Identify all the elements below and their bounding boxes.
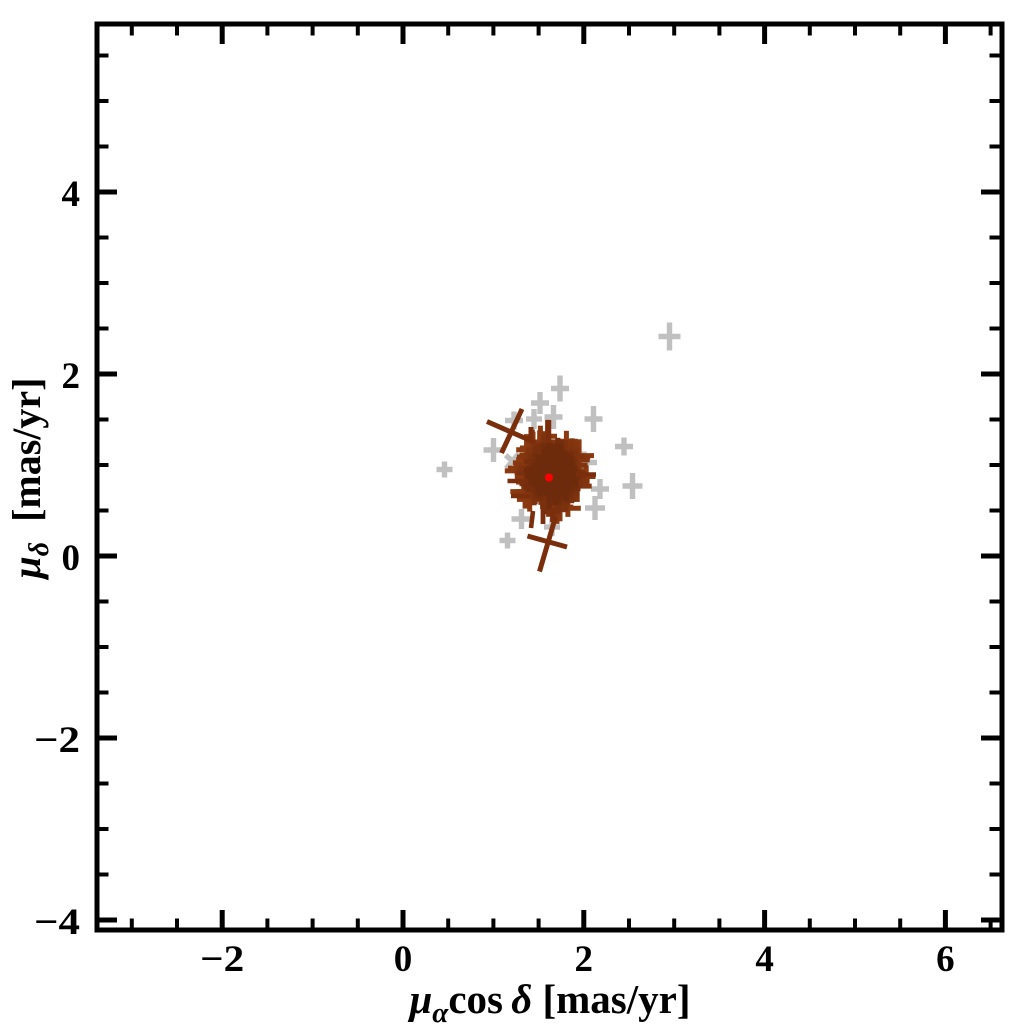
svg-text:μδ [mas/yr]: μδ [mas/yr] <box>4 378 55 581</box>
svg-text:0: 0 <box>394 939 413 980</box>
svg-text:4: 4 <box>755 939 774 980</box>
svg-text:2: 2 <box>575 939 594 980</box>
svg-text:−4: −4 <box>34 902 80 943</box>
svg-text:2: 2 <box>62 356 81 397</box>
svg-text:4: 4 <box>62 174 81 215</box>
svg-text:μαcos δ [mas/yr]: μαcos δ [mas/yr] <box>407 976 690 1024</box>
svg-text:−2: −2 <box>34 720 80 761</box>
svg-text:−2: −2 <box>200 939 244 980</box>
svg-text:0: 0 <box>62 538 81 579</box>
svg-text:6: 6 <box>936 939 955 980</box>
